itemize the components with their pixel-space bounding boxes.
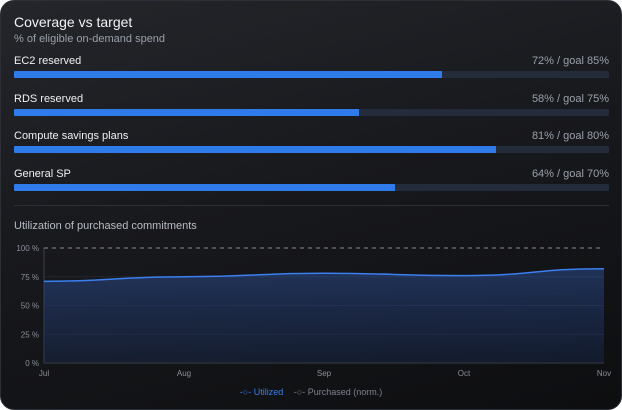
utilized-area [44, 268, 604, 363]
progress-fill [14, 71, 443, 78]
progress-track [14, 71, 609, 78]
y-tick-label: 75 % [21, 273, 39, 282]
coverage-row-compute-sp: Compute savings plans 81% / goal 80% [14, 130, 609, 160]
coverage-row-value: 64% / goal 70% [531, 168, 609, 180]
x-tick-label: Nov [597, 369, 611, 378]
x-tick-label: Sep [317, 369, 332, 378]
progress-track [14, 109, 609, 116]
line-dot-icon: -○- [239, 387, 252, 397]
x-tick-label: Aug [177, 369, 191, 378]
y-tick-label: 0 % [25, 359, 39, 368]
legend-item-utilized[interactable]: -○- Utilized [240, 387, 283, 397]
coverage-row-ec2: EC2 reserved 72% / goal 85% [14, 55, 609, 85]
coverage-row-value: 58% / goal 75% [531, 93, 609, 105]
progress-fill [14, 109, 360, 116]
legend-item-purchased[interactable]: -○- Purchased (norm.) [294, 387, 382, 397]
legend-label: Purchased (norm.) [307, 387, 383, 397]
progress-track [14, 146, 609, 153]
progress-fill [14, 146, 496, 153]
chart-title: Utilization of purchased commitments [14, 220, 197, 232]
coverage-row-rds: RDS reserved 58% / goal 75% [14, 93, 609, 123]
coverage-row-label: EC2 reserved [14, 55, 82, 67]
progress-track [14, 184, 609, 191]
y-tick-label: 100 % [16, 244, 39, 253]
coverage-row-label: General SP [14, 168, 71, 180]
utilization-chart: 0 % 25 % 50 % 75 % 100 % Jul Aug Sep Oct Nov [16, 244, 611, 378]
card-subtitle: % of eligible on-demand spend [14, 33, 166, 45]
card-title: Coverage vs target [14, 14, 133, 30]
coverage-row-label: RDS reserved [14, 93, 84, 105]
legend-label: Utilized [253, 387, 284, 397]
coverage-row-value: 81% / goal 80% [531, 130, 609, 142]
coverage-row-label: Compute savings plans [14, 130, 129, 142]
dashed-line-icon: -○- [293, 387, 306, 397]
x-tick-label: Oct [458, 369, 471, 378]
chart-legend: -○- Utilized -○- Purchased (norm.) [1, 387, 621, 397]
coverage-row-value: 72% / goal 85% [531, 55, 609, 67]
y-tick-label: 50 % [21, 302, 39, 311]
progress-fill [14, 184, 395, 191]
coverage-row-general-sp: General SP 64% / goal 70% [14, 168, 609, 198]
utilized-series-line [43, 267, 605, 283]
y-tick-label: 25 % [21, 330, 39, 339]
x-tick-label: Jul [39, 369, 49, 378]
section-divider [14, 205, 609, 206]
